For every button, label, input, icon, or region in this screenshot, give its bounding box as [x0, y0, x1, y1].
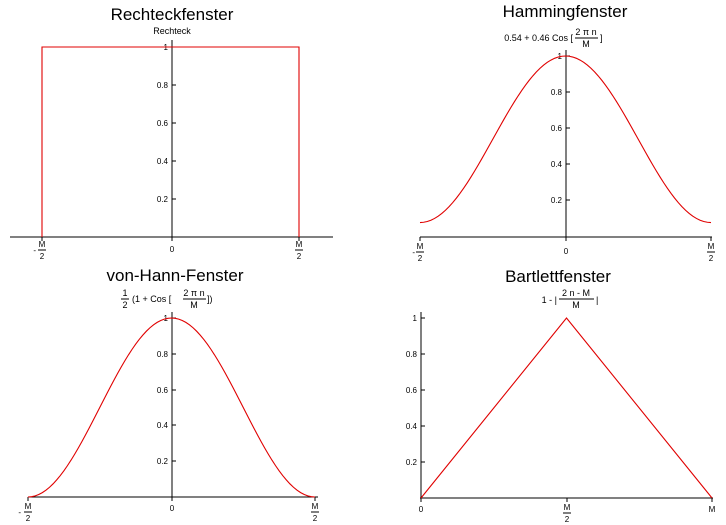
bart-yticks: 0.2 0.4 0.6 0.8 1 [406, 314, 425, 467]
hann-yticks: 0.2 0.4 0.6 0.8 1 [157, 314, 176, 466]
rect-title: Rechteckfenster [111, 5, 234, 24]
panel-bartlettfenster: Bartlettfenster 1 - | 2 n - M M | 0.2 0.… [406, 267, 716, 524]
rect-ytick-0.8: 0.8 [157, 81, 169, 90]
rect-xticks: - M 2 0 M 2 [33, 237, 303, 261]
svg-text:0.8: 0.8 [406, 350, 418, 359]
svg-text:M: M [708, 242, 715, 251]
svg-text:M: M [709, 505, 716, 514]
svg-text:0: 0 [170, 504, 175, 513]
svg-text:M: M [39, 240, 46, 249]
svg-text:(1 + Cos [: (1 + Cos [ [132, 294, 172, 304]
svg-text:|: | [596, 295, 598, 305]
hamm-curve [419, 55, 712, 224]
rect-ytick-0.2: 0.2 [157, 195, 169, 204]
svg-text:-: - [18, 508, 21, 517]
svg-text:2: 2 [565, 515, 570, 524]
hann-curve [27, 317, 316, 498]
svg-text:0.8: 0.8 [157, 350, 169, 359]
svg-text:2 π n: 2 π n [575, 27, 596, 37]
svg-text:M: M [312, 502, 319, 511]
svg-text:0.6: 0.6 [406, 386, 418, 395]
rect-formula: Rechteck [153, 26, 191, 36]
hann-formula: 1 2 (1 + Cos [ 2 π n M ]) [121, 288, 213, 310]
svg-text:2: 2 [709, 254, 714, 263]
svg-text:0.4: 0.4 [157, 421, 169, 430]
svg-text:-: - [33, 246, 36, 255]
svg-text:1 - |: 1 - | [542, 295, 557, 305]
svg-text:0.4: 0.4 [551, 160, 563, 169]
svg-text:1: 1 [413, 314, 418, 323]
svg-text:0.2: 0.2 [157, 457, 169, 466]
svg-text:2: 2 [122, 300, 127, 310]
svg-text:]): ]) [207, 294, 213, 304]
svg-text:0.54 + 0.46 Cos [: 0.54 + 0.46 Cos [ [504, 33, 573, 43]
rect-ytick-0.4: 0.4 [157, 157, 169, 166]
bart-xticks: 0 M 2 M [419, 498, 716, 524]
svg-text:2: 2 [26, 514, 31, 523]
svg-text:M: M [25, 502, 32, 511]
svg-text:2: 2 [40, 252, 45, 261]
svg-text:0: 0 [564, 247, 569, 256]
bart-formula: 1 - | 2 n - M M | [542, 288, 599, 310]
svg-text:0.2: 0.2 [406, 458, 418, 467]
svg-text:0.2: 0.2 [551, 196, 563, 205]
hann-xticks: - M 2 0 M 2 [18, 497, 319, 523]
svg-text:]: ] [600, 33, 603, 43]
hamm-formula: 0.54 + 0.46 Cos [ 2 π n M ] [504, 27, 602, 49]
svg-text:1: 1 [122, 288, 127, 298]
panel-rechteckfenster: Rechteckfenster Rechteck 0.2 0.4 0.6 0.8… [10, 5, 333, 261]
svg-text:0: 0 [170, 245, 175, 254]
svg-text:M: M [296, 240, 303, 249]
hamm-title: Hammingfenster [503, 2, 628, 21]
svg-text:2: 2 [313, 514, 318, 523]
panel-hammingfenster: Hammingfenster 0.54 + 0.46 Cos [ 2 π n M… [412, 2, 715, 263]
hann-title: von-Hann-Fenster [106, 266, 243, 285]
svg-text:M: M [564, 503, 571, 512]
hamm-yticks: 0.2 0.4 0.6 0.8 1 [551, 52, 570, 205]
svg-text:2: 2 [418, 254, 423, 263]
svg-text:M: M [190, 300, 198, 310]
svg-text:M: M [582, 39, 590, 49]
svg-text:0: 0 [419, 505, 424, 514]
panel-von-hann-fenster: von-Hann-Fenster 1 2 (1 + Cos [ 2 π n M … [18, 266, 319, 523]
bart-curve [420, 317, 713, 499]
hamm-xticks: - M 2 0 M 2 [412, 237, 715, 263]
rect-yticks: 0.2 0.4 0.6 0.8 1 [157, 43, 176, 204]
svg-text:M: M [417, 242, 424, 251]
svg-text:0.4: 0.4 [406, 422, 418, 431]
svg-text:2 n - M: 2 n - M [562, 288, 590, 298]
svg-text:0.6: 0.6 [551, 124, 563, 133]
svg-text:2 π n: 2 π n [183, 288, 204, 298]
rect-curve [41, 46, 300, 237]
svg-text:M: M [572, 300, 580, 310]
svg-text:2: 2 [297, 252, 302, 261]
svg-text:0.8: 0.8 [551, 88, 563, 97]
svg-text:0.6: 0.6 [157, 386, 169, 395]
svg-text:-: - [412, 248, 415, 257]
bart-title: Bartlettfenster [505, 267, 611, 286]
rect-ytick-0.6: 0.6 [157, 119, 169, 128]
